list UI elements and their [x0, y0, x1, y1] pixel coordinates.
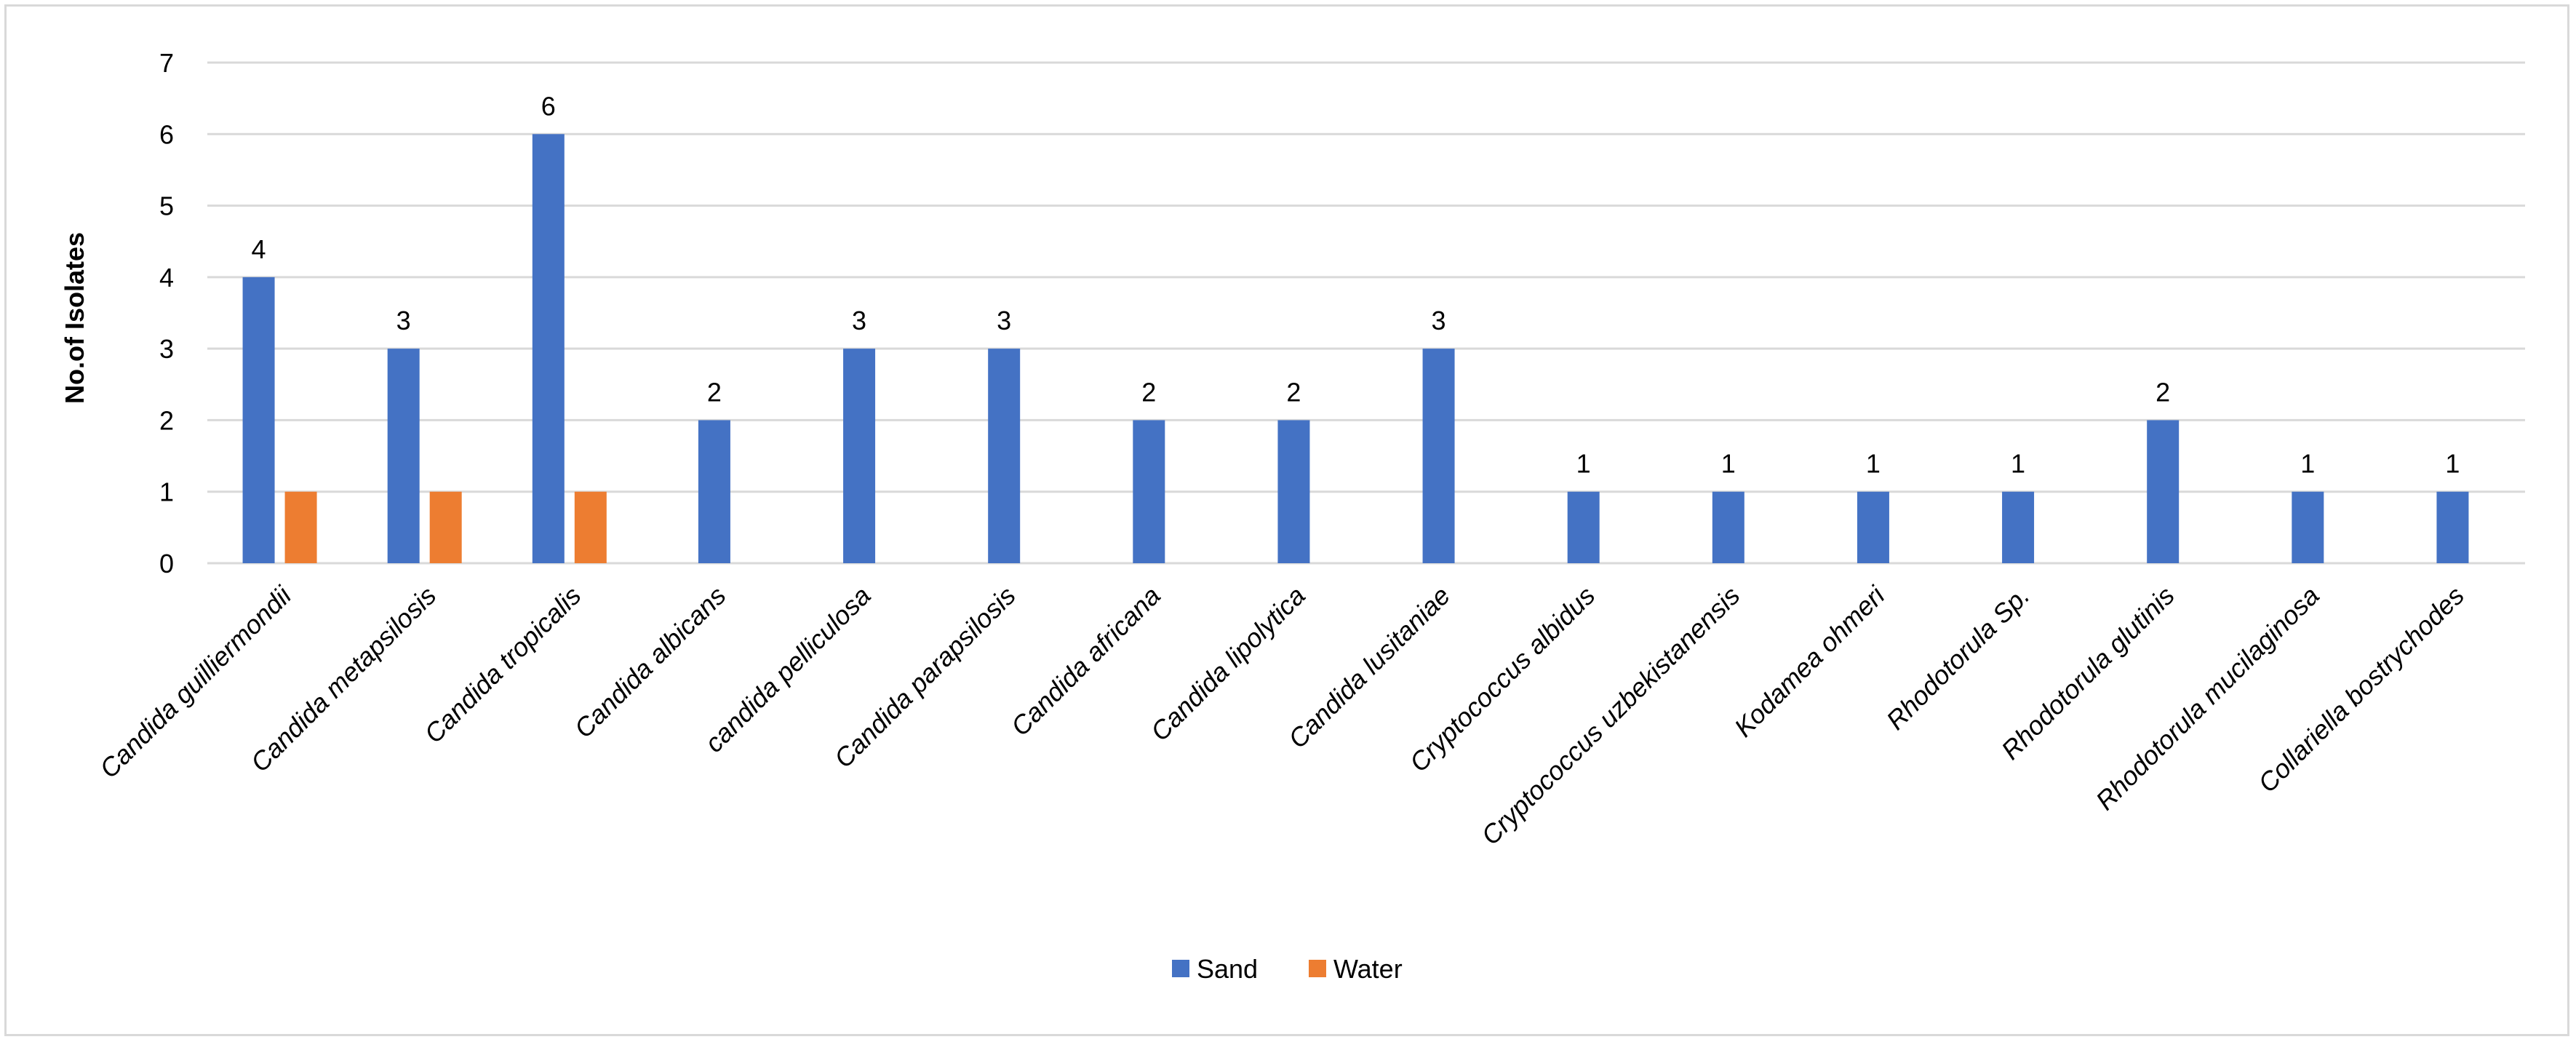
- bars: [242, 134, 2469, 564]
- legend-swatch: [1309, 960, 1326, 977]
- bar-sand: [1567, 491, 1600, 563]
- bar-water: [574, 491, 607, 563]
- y-tick-label: 4: [159, 263, 174, 293]
- y-tick-label: 1: [159, 477, 174, 507]
- data-label-sand: 1: [2011, 449, 2025, 479]
- y-tick-label: 5: [159, 191, 174, 221]
- data-label-sand: 4: [252, 234, 266, 264]
- category-label: Cryptococcus uzbekistanensis: [1475, 581, 1745, 851]
- category-label: Kodamea ohmeri: [1728, 580, 1891, 743]
- data-label-sand: 2: [707, 377, 722, 407]
- y-axis-title: No.of Isolates: [60, 232, 89, 404]
- data-label-sand: 3: [997, 306, 1011, 335]
- bar-sand: [1422, 349, 1455, 563]
- bar-sand: [698, 420, 730, 563]
- category-label: Rhodotorula Sp.: [1881, 581, 2035, 736]
- category-label: Candida tropicalis: [418, 581, 586, 749]
- legend-item-water: Water: [1309, 954, 1403, 984]
- legend-label: Sand: [1197, 954, 1258, 984]
- data-label-sand: 2: [1141, 377, 1156, 407]
- chart-frame: 0 1 2 3 4 5 6 7 4 3 6 2 3 3 2 2 3 1 1 1 1 2 1 1 Candida guilli…: [4, 4, 2569, 1036]
- bar-chart: 0 1 2 3 4 5 6 7 4 3 6 2 3 3 2 2 3 1 1 1 1 2 1 1 Candida guilli…: [60, 48, 2525, 984]
- legend-swatch: [1172, 960, 1189, 977]
- data-label-sand: 2: [2156, 377, 2170, 407]
- category-label: Candida lusitaniae: [1283, 581, 1456, 754]
- bar-sand: [843, 349, 876, 563]
- y-tick-label: 3: [159, 334, 174, 364]
- bar-sand: [2436, 491, 2469, 563]
- data-label-sand: 3: [1432, 306, 1446, 335]
- category-label: Candida africana: [1005, 581, 1166, 741]
- legend-item-sand: Sand: [1172, 954, 1258, 984]
- data-label-sand: 3: [852, 306, 866, 335]
- bar-sand: [1277, 420, 1310, 563]
- bar-sand: [242, 277, 275, 563]
- y-tick-label: 0: [159, 549, 174, 578]
- bar-sand: [2292, 491, 2324, 563]
- bar-sand: [387, 349, 420, 563]
- category-label: Candida lipolytica: [1145, 581, 1312, 747]
- legend-label: Water: [1333, 954, 1403, 984]
- data-label-sand: 2: [1286, 377, 1301, 407]
- data-label-sand: 3: [396, 306, 411, 335]
- data-label-sand: 1: [1866, 449, 1881, 479]
- bar-sand: [2147, 420, 2180, 563]
- bar-sand: [1712, 491, 1744, 563]
- bar-sand: [1857, 491, 1889, 563]
- bar-water: [429, 491, 462, 563]
- y-tick-label: 2: [159, 405, 174, 435]
- bar-sand: [2002, 491, 2035, 563]
- data-label-sand: 1: [1721, 449, 1736, 479]
- data-label-sand: 6: [541, 91, 556, 121]
- data-label-sand: 1: [2445, 449, 2460, 479]
- y-axis-ticks: 0 1 2 3 4 5 6 7: [159, 48, 174, 578]
- legend: Sand Water: [1172, 954, 1403, 984]
- y-tick-label: 6: [159, 119, 174, 149]
- y-tick-label: 7: [159, 48, 174, 78]
- category-label: Candida albicans: [568, 581, 731, 744]
- data-label-sand: 1: [1576, 449, 1591, 479]
- bar-sand: [532, 134, 565, 564]
- bar-sand: [1133, 420, 1165, 563]
- data-labels: 4 3 6 2 3 3 2 2 3 1 1 1 1 2 1 1: [252, 91, 2460, 478]
- bar-sand: [988, 349, 1021, 563]
- bar-water: [284, 491, 317, 563]
- data-label-sand: 1: [2300, 449, 2315, 479]
